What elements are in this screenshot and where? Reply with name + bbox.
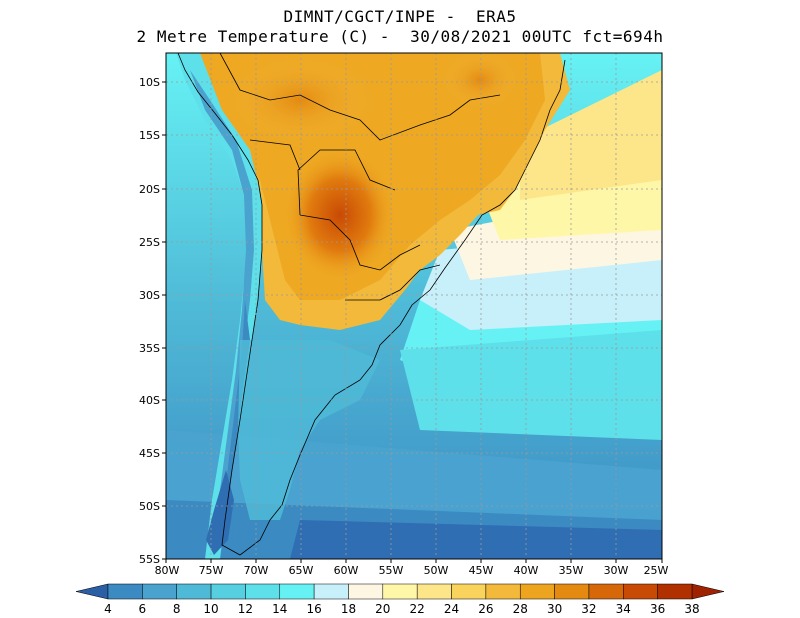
- temperature-field: [166, 53, 662, 559]
- lat-label: 10S: [139, 76, 160, 89]
- colorbar-low-arrow: [75, 583, 109, 600]
- lat-label: 25S: [139, 236, 160, 249]
- colorbar-label: 24: [444, 602, 459, 616]
- lat-label: 55S: [139, 553, 160, 566]
- lat-label: 45S: [139, 447, 160, 460]
- colorbar-label: 16: [306, 602, 321, 616]
- colorbar-label: 36: [650, 602, 665, 616]
- colorbar-swatch: [451, 583, 487, 600]
- lat-ticks: [162, 81, 166, 560]
- lon-label: 80W: [155, 564, 180, 577]
- lat-label: 50S: [139, 500, 160, 513]
- colorbar-label: 28: [513, 602, 528, 616]
- colorbar-label: 4: [104, 602, 112, 616]
- lon-label: 35W: [559, 564, 584, 577]
- colorbar-label: 20: [375, 602, 390, 616]
- lon-label: 25W: [644, 564, 669, 577]
- colorbar-swatch: [348, 583, 384, 600]
- colorbar-swatch: [279, 583, 315, 600]
- colorbar-swatch: [210, 583, 246, 600]
- colorbar-label: 18: [341, 602, 356, 616]
- colorbar-swatch: [142, 583, 177, 600]
- coastlines: [177, 53, 566, 556]
- lon-label: 30W: [604, 564, 629, 577]
- lat-label: 35S: [139, 342, 160, 355]
- graticule: [166, 53, 662, 559]
- colorbar-label: 22: [410, 602, 425, 616]
- colorbar-swatch: [588, 583, 624, 600]
- lon-label: 40W: [514, 564, 539, 577]
- colorbar-label: 6: [139, 602, 147, 616]
- colorbar-label: 30: [547, 602, 562, 616]
- title-line-1: DIMNT/CGCT/INPE - ERA5: [283, 7, 517, 26]
- colorbar-swatch: [657, 583, 693, 600]
- colorbar-swatch: [554, 583, 590, 600]
- colorbar-swatch: [313, 583, 349, 600]
- lon-label: 60W: [334, 564, 359, 577]
- colorbar-swatch: [382, 583, 418, 600]
- lat-label: 40S: [139, 394, 160, 407]
- lon-label: 45W: [469, 564, 494, 577]
- lon-ticks: [165, 559, 663, 563]
- colorbar-label: 32: [581, 602, 596, 616]
- lat-label: 15S: [139, 129, 160, 142]
- lon-label: 75W: [199, 564, 224, 577]
- colorbar-swatch: [245, 583, 281, 600]
- lat-label: 20S: [139, 183, 160, 196]
- colorbar-swatch: [107, 583, 143, 600]
- colorbar-swatch: [416, 583, 452, 600]
- lon-label: 55W: [379, 564, 404, 577]
- colorbar-swatch: [623, 583, 658, 600]
- lon-label: 70W: [244, 564, 269, 577]
- colorbar-label: 38: [684, 602, 699, 616]
- colorbar-label: 14: [272, 602, 287, 616]
- lon-label: 50W: [424, 564, 449, 577]
- map-frame: [165, 52, 663, 560]
- colorbar-swatch: [485, 583, 521, 600]
- colorbar-swatch: [519, 583, 555, 600]
- colorbar-label: 12: [238, 602, 253, 616]
- colorbar-swatch: [176, 583, 212, 600]
- lat-label: 30S: [139, 289, 160, 302]
- lon-label: 65W: [289, 564, 314, 577]
- colorbar-high-arrow: [691, 583, 725, 600]
- colorbar-label: 34: [616, 602, 631, 616]
- title-line-2: 2 Metre Temperature (C) - 30/08/2021 00U…: [136, 27, 664, 46]
- colorbar: 4 6 8 10 12 14 16 18 20 22 24 26 28 30 32 34 36 38: [75, 583, 725, 616]
- colorbar-label: 8: [173, 602, 181, 616]
- colorbar-label: 26: [478, 602, 493, 616]
- colorbar-label: 10: [203, 602, 218, 616]
